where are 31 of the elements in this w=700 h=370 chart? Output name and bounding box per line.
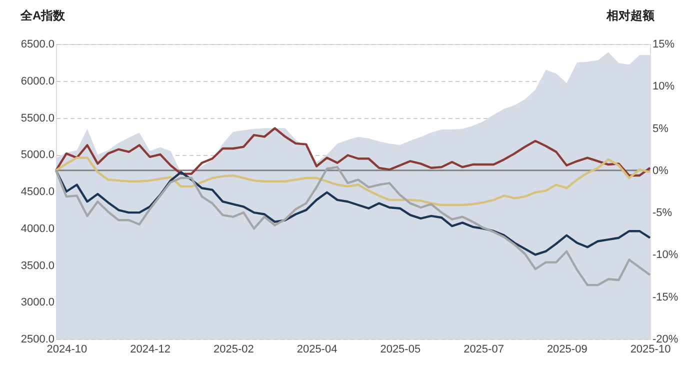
y-tick-label: 6000.0	[20, 75, 54, 88]
y-tick-label: 3500.0	[20, 260, 54, 272]
x-tick-label: 2024-12	[130, 344, 170, 356]
y2-axis-title: 相对超额	[606, 8, 656, 22]
y2-tick-label: -5%	[652, 207, 672, 220]
line-series	[54, 166, 652, 286]
x-tick-label: 2025-09	[546, 344, 588, 356]
line-series	[54, 156, 652, 206]
y2-tick-label: -10%	[652, 249, 678, 262]
y2-tick-label: 15%	[652, 38, 675, 50]
x-tick-label: 2025-04	[296, 344, 338, 356]
line-series	[54, 127, 652, 177]
x-tick-label: 2025-02	[213, 344, 254, 356]
line-series	[54, 169, 652, 256]
y-tick-label: 4500.0	[20, 186, 54, 198]
y-axis-title: 全A指数	[20, 8, 66, 22]
x-tick-label: 2025-07	[464, 344, 504, 356]
y2-tick-label: 10%	[652, 80, 675, 93]
y-tick-label: 3000.0	[20, 296, 54, 309]
x-tick-label: 2025-05	[380, 344, 421, 356]
y2-tick-label: -20%	[652, 334, 678, 346]
y2-tick-label: 0%	[652, 164, 669, 177]
y-tick-label: 2500.0	[20, 334, 54, 346]
y2-tick-label: 5%	[652, 122, 669, 135]
x-tick-label: 2024-10	[46, 344, 88, 356]
y2-tick-label: -15%	[652, 291, 678, 304]
x-tick-label: 2025-10	[630, 344, 671, 356]
y-tick-label: 5500.0	[20, 112, 54, 124]
y-tick-label: 5000.0	[20, 149, 54, 162]
y-tick-label: 6500.0	[20, 38, 54, 50]
y-tick-label: 4000.0	[20, 222, 54, 235]
